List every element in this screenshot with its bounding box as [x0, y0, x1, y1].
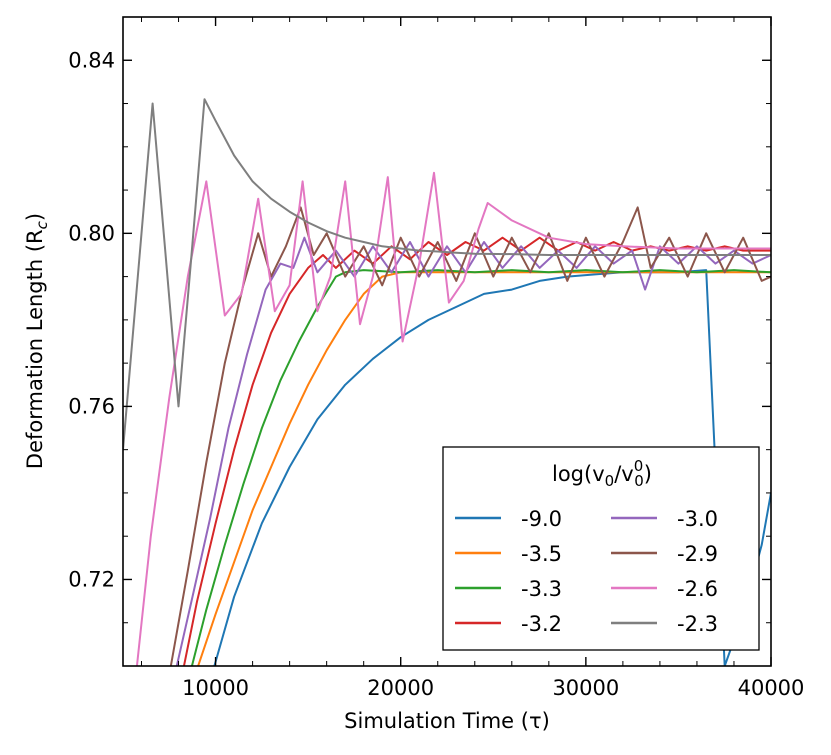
- y-axis-label-sub: c: [33, 220, 51, 229]
- x-axis-label: Simulation Time (τ): [344, 709, 550, 733]
- legend-box: [442, 446, 760, 651]
- legend-label: -9.0: [521, 507, 562, 531]
- legend-title-suffix: ): [644, 462, 652, 486]
- y-tick-label: 0.80: [68, 221, 115, 245]
- legend-title-sup: 0: [634, 457, 644, 475]
- y-tick-label: 0.84: [68, 48, 115, 72]
- series-layer: [123, 98, 771, 666]
- legend-label: -2.9: [677, 542, 718, 566]
- legend-label: -2.3: [677, 612, 718, 636]
- y-axis-label-close: ): [23, 213, 47, 221]
- series-line--2.6: [135, 171, 771, 666]
- x-axis-label-text: Simulation Time (τ): [344, 709, 550, 733]
- legend-title: log(v0/v0 0): [552, 457, 652, 490]
- legend-title-mid: /v: [614, 462, 634, 486]
- x-tick-label: 20000: [367, 676, 434, 700]
- legend-label: -3.5: [521, 542, 562, 566]
- x-tick-label: 30000: [552, 676, 619, 700]
- series-line--3.3: [190, 269, 771, 666]
- legend-label: -3.3: [521, 577, 562, 601]
- x-tick-label: 40000: [738, 676, 805, 700]
- y-tick-label: 0.72: [68, 567, 115, 591]
- legend-title-sub2: 0: [634, 472, 644, 490]
- x-tick-label: 10000: [182, 676, 249, 700]
- y-tick-label: 0.76: [68, 394, 115, 418]
- series-line--2.3: [123, 98, 771, 451]
- series-line--3.5: [197, 271, 771, 666]
- legend-label: -2.6: [677, 577, 718, 601]
- y-axis-label: Deformation Length (Rc): [23, 213, 51, 469]
- legend-title-sub1: 0: [605, 472, 615, 490]
- legend-label: -3.2: [521, 612, 562, 636]
- y-axis-label-main: Deformation Length (R: [23, 229, 47, 469]
- series-line--9.0: [213, 269, 771, 666]
- legend-entries: -9.0 -3.5 -3.3 -3.2 -3.0 -2.9 -2.6 -2.3: [455, 507, 718, 636]
- legend-label: -3.0: [677, 507, 718, 531]
- axes-layer: 10000 20000 30000 40000 0.72 0.76 0.80 0.84: [68, 16, 805, 700]
- legend-title-prefix: log(v: [552, 462, 605, 486]
- plot-frame: [122, 16, 772, 667]
- legend: log(v0/v0 0) -9.0-3.5-3.3-3.2-3.0-2.9-2.6…: [442, 446, 760, 651]
